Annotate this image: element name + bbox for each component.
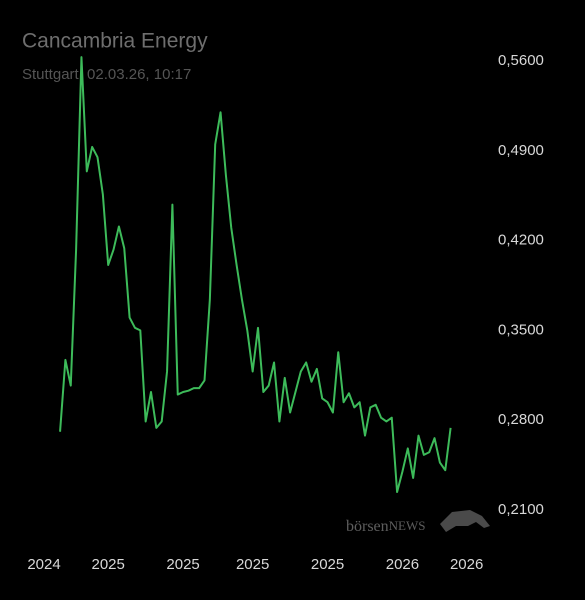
y-tick-label: 0,4900 [498, 142, 544, 159]
x-tick-label: 2025 [311, 556, 344, 573]
chart-subtitle: Stuttgart, 02.03.26, 10:17 [22, 66, 191, 83]
x-tick-label: 2026 [386, 556, 419, 573]
x-tick-label: 2024 [27, 556, 60, 573]
y-tick-label: 0,3500 [498, 321, 544, 338]
y-tick-label: 0,2100 [498, 501, 544, 518]
watermark-brand-suffix: NEWS [389, 518, 426, 533]
x-tick-label: 2025 [166, 556, 199, 573]
watermark-bull [440, 510, 490, 532]
watermark-brand-text: börsen [346, 518, 389, 535]
y-tick-label: 0,5600 [498, 52, 544, 69]
watermark-brand: börsenNEWS [346, 518, 426, 535]
price-line [59, 56, 452, 494]
x-tick-label: 2025 [92, 556, 125, 573]
y-tick-label: 0,2800 [498, 411, 544, 428]
y-tick-label: 0,4200 [498, 232, 544, 249]
watermark: börsenNEWS [346, 510, 490, 535]
chart-title: Cancambria Energy [22, 30, 208, 53]
x-tick-label: 2026 [450, 556, 483, 573]
x-tick-label: 2025 [236, 556, 269, 573]
